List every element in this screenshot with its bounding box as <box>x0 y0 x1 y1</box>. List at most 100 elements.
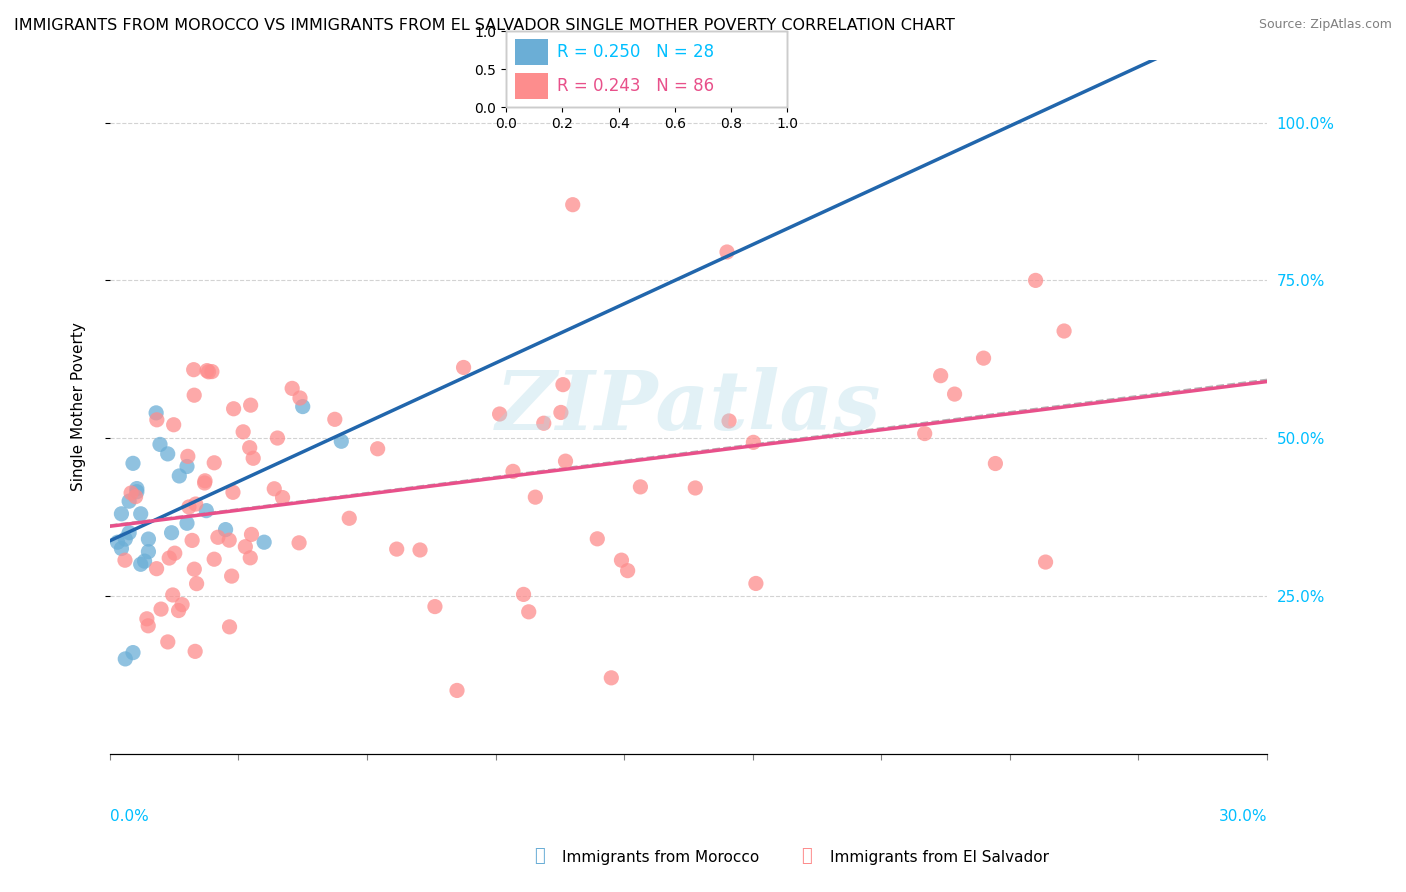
Point <box>176 459 198 474</box>
Point <box>129 558 152 572</box>
Point <box>232 425 254 439</box>
Point <box>176 516 198 531</box>
Point <box>524 490 547 504</box>
Point <box>929 368 952 383</box>
Point <box>288 536 311 550</box>
Point <box>207 530 229 544</box>
Text: 0.0%: 0.0% <box>110 809 149 824</box>
Point <box>162 588 184 602</box>
Point <box>118 525 141 540</box>
Point <box>502 464 524 478</box>
Point <box>239 441 262 455</box>
Point <box>239 398 262 412</box>
Point <box>124 490 146 504</box>
Point <box>194 474 217 488</box>
Y-axis label: Single Mother Poverty: Single Mother Poverty <box>72 322 86 491</box>
Point <box>135 612 157 626</box>
Point <box>177 450 200 464</box>
Point <box>163 546 186 560</box>
Point <box>586 532 609 546</box>
Point <box>517 605 540 619</box>
Point <box>266 431 288 445</box>
Point <box>114 532 136 546</box>
Point <box>138 532 160 546</box>
Point <box>1053 324 1076 338</box>
Point <box>488 407 510 421</box>
Point <box>253 535 276 549</box>
Point <box>169 469 191 483</box>
Text: IMMIGRANTS FROM MOROCCO VS IMMIGRANTS FROM EL SALVADOR SINGLE MOTHER POVERTY COR: IMMIGRANTS FROM MOROCCO VS IMMIGRANTS FR… <box>14 18 955 33</box>
Point <box>242 451 264 466</box>
Point <box>263 482 285 496</box>
Point <box>156 635 179 649</box>
Point <box>281 381 304 395</box>
Point <box>183 362 205 376</box>
Point <box>145 406 167 420</box>
Point <box>716 245 738 260</box>
Point <box>323 412 346 426</box>
Point <box>616 564 638 578</box>
Point <box>512 587 534 601</box>
Point <box>160 525 183 540</box>
Point <box>337 511 360 525</box>
Point <box>222 401 245 416</box>
Point <box>122 646 145 660</box>
Point <box>600 671 623 685</box>
Point <box>271 491 294 505</box>
Point <box>628 480 651 494</box>
Point <box>136 619 159 633</box>
Point <box>110 541 132 556</box>
Bar <box>515 73 548 99</box>
Point <box>551 377 574 392</box>
Point <box>150 602 173 616</box>
Point <box>218 620 240 634</box>
Text: ZIPatlas: ZIPatlas <box>496 367 882 447</box>
Point <box>177 500 200 514</box>
Bar <box>515 38 548 65</box>
Point <box>149 437 172 451</box>
Text: Immigrants from Morocco: Immigrants from Morocco <box>562 850 759 865</box>
Point <box>129 507 152 521</box>
Point <box>533 416 555 430</box>
Point <box>125 484 148 499</box>
Point <box>385 542 408 557</box>
Point <box>107 535 129 549</box>
Point <box>288 391 311 405</box>
Point <box>122 456 145 470</box>
Point <box>145 562 167 576</box>
Point <box>453 360 475 375</box>
Point <box>186 576 208 591</box>
Point <box>685 481 707 495</box>
Point <box>291 400 314 414</box>
Point <box>156 447 179 461</box>
Text: ⬜: ⬜ <box>801 847 813 865</box>
Point <box>195 363 218 377</box>
Point <box>181 533 204 548</box>
Point <box>561 197 583 211</box>
Point <box>202 456 225 470</box>
Point <box>202 552 225 566</box>
Point <box>118 494 141 508</box>
Point <box>984 457 1007 471</box>
Point <box>201 365 224 379</box>
Point <box>214 523 236 537</box>
Point <box>194 475 217 490</box>
Point <box>1025 273 1047 287</box>
Text: R = 0.250   N = 28: R = 0.250 N = 28 <box>557 43 714 61</box>
Point <box>167 603 190 617</box>
Text: Immigrants from El Salvador: Immigrants from El Salvador <box>830 850 1049 865</box>
Point <box>240 527 263 541</box>
Point <box>134 554 156 568</box>
Point <box>184 644 207 658</box>
Point <box>973 351 995 366</box>
Point <box>125 482 148 496</box>
Point <box>222 485 245 500</box>
Point <box>446 683 468 698</box>
Point <box>183 388 205 402</box>
Point <box>233 540 256 554</box>
Point <box>742 435 765 450</box>
Text: ⬜: ⬜ <box>534 847 546 865</box>
Point <box>745 576 768 591</box>
Point <box>138 544 160 558</box>
Point <box>330 434 353 449</box>
